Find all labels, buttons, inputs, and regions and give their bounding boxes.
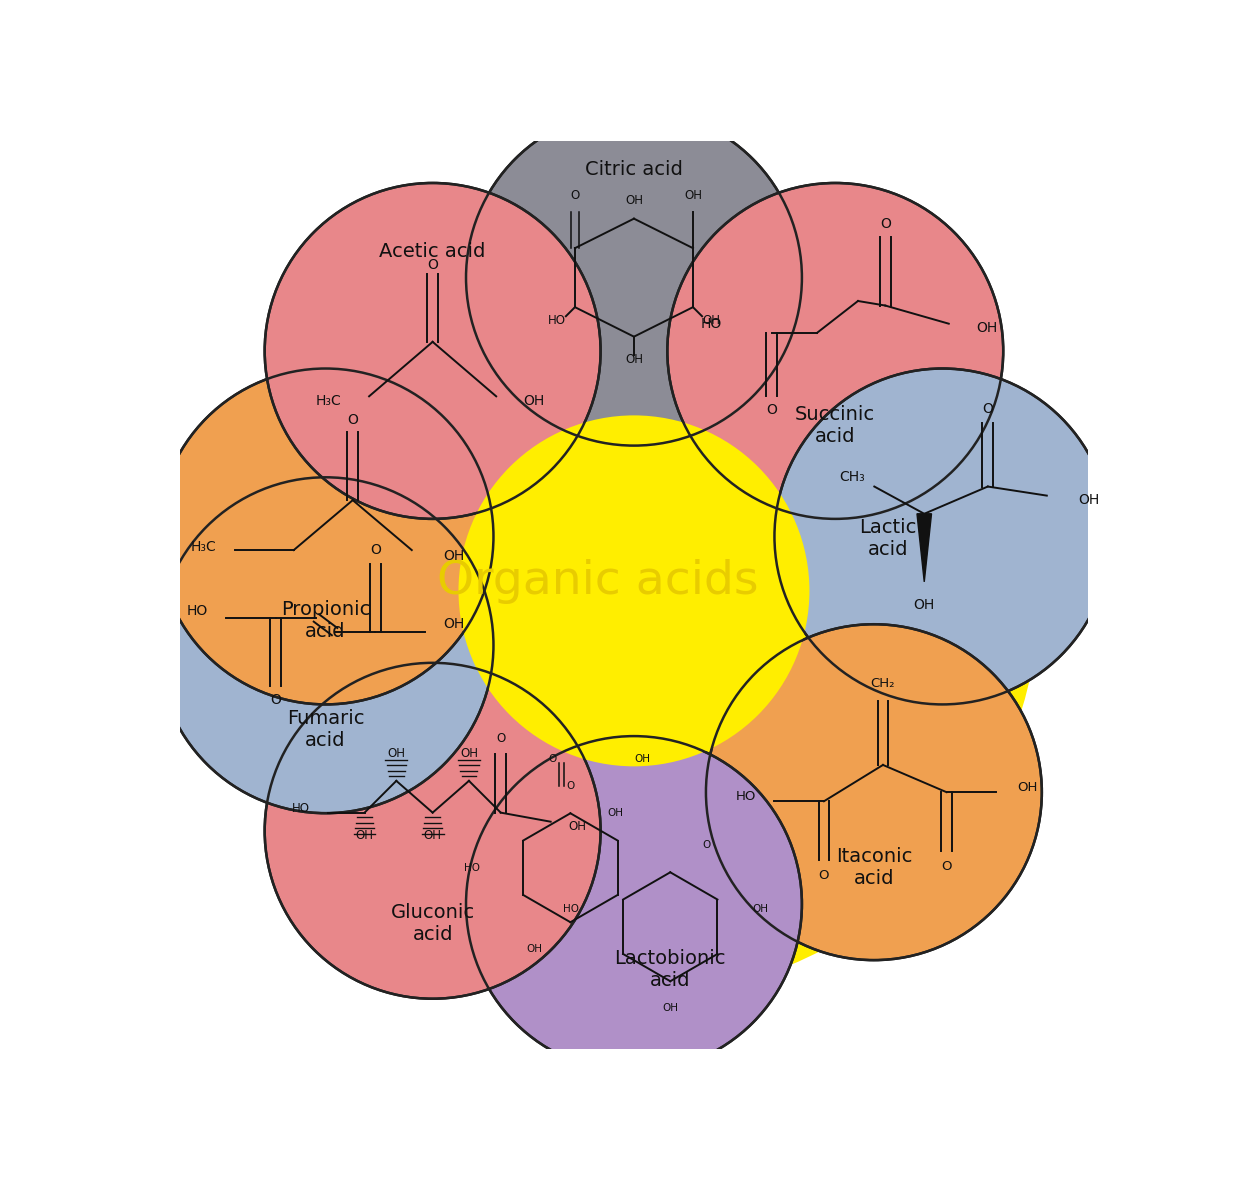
Text: O: O (819, 869, 829, 882)
Text: OH: OH (387, 747, 406, 760)
Text: OH: OH (607, 809, 623, 818)
Text: OH: OH (752, 903, 768, 914)
Text: OH: OH (914, 598, 935, 612)
Text: O: O (570, 190, 580, 203)
Text: OH: OH (526, 944, 542, 955)
Text: H₃C: H₃C (190, 540, 216, 554)
Text: OH: OH (523, 394, 544, 408)
Text: OH: OH (569, 819, 586, 832)
Text: O: O (982, 402, 993, 416)
Circle shape (774, 369, 1111, 704)
Text: OH: OH (1079, 493, 1100, 507)
Text: OH: OH (460, 747, 477, 760)
Text: HO: HO (464, 863, 480, 872)
Text: O: O (348, 414, 359, 427)
Text: Lactobionic
acid: Lactobionic acid (615, 949, 726, 990)
Text: HO: HO (292, 802, 310, 815)
Circle shape (466, 736, 802, 1072)
Text: H₃C: H₃C (317, 394, 341, 408)
Text: Lactic
acid: Lactic acid (860, 519, 917, 559)
Text: O: O (370, 542, 381, 556)
Text: OH: OH (444, 618, 465, 632)
Text: HO: HO (736, 790, 756, 803)
Text: CH₂: CH₂ (871, 677, 896, 690)
Circle shape (667, 183, 1003, 519)
Circle shape (459, 415, 809, 766)
Text: O: O (567, 780, 574, 791)
Text: O: O (270, 693, 281, 706)
Circle shape (265, 663, 601, 999)
Text: OH: OH (423, 829, 442, 842)
Text: OH: OH (625, 195, 643, 208)
Text: Citric acid: Citric acid (585, 159, 683, 179)
Text: HO: HO (187, 604, 208, 618)
Text: HO: HO (548, 315, 565, 328)
Text: OH: OH (703, 315, 720, 328)
Text: OH: OH (635, 753, 649, 764)
Text: O: O (548, 753, 557, 764)
Text: OH: OH (1017, 782, 1038, 795)
Text: O: O (496, 732, 506, 745)
Text: OH: OH (355, 829, 374, 842)
Circle shape (229, 185, 1039, 996)
Text: O: O (880, 217, 891, 231)
Text: HO: HO (700, 317, 722, 330)
Text: Fumaric
acid: Fumaric acid (287, 709, 364, 750)
Text: CH₃: CH₃ (840, 470, 865, 485)
Text: O: O (941, 861, 951, 874)
Text: OH: OH (444, 549, 465, 564)
Text: O: O (766, 403, 777, 417)
Text: Succinic
acid: Succinic acid (795, 406, 876, 447)
Text: Propionic
acid: Propionic acid (281, 600, 370, 641)
Text: OH: OH (976, 321, 997, 335)
Circle shape (466, 110, 802, 446)
Text: OH: OH (684, 190, 701, 203)
Circle shape (157, 369, 494, 704)
Text: O: O (427, 258, 438, 271)
Circle shape (157, 477, 494, 814)
Circle shape (706, 624, 1042, 960)
Text: Gluconic
acid: Gluconic acid (391, 903, 475, 944)
Text: Acetic acid: Acetic acid (380, 242, 486, 261)
Text: OH: OH (662, 1003, 678, 1014)
Text: O: O (703, 841, 711, 850)
Text: HO: HO (564, 903, 579, 914)
Circle shape (265, 183, 601, 519)
Polygon shape (917, 514, 931, 582)
Text: Organic acids: Organic acids (437, 559, 758, 605)
Text: Itaconic
acid: Itaconic acid (836, 847, 912, 888)
Text: OH: OH (625, 353, 643, 365)
